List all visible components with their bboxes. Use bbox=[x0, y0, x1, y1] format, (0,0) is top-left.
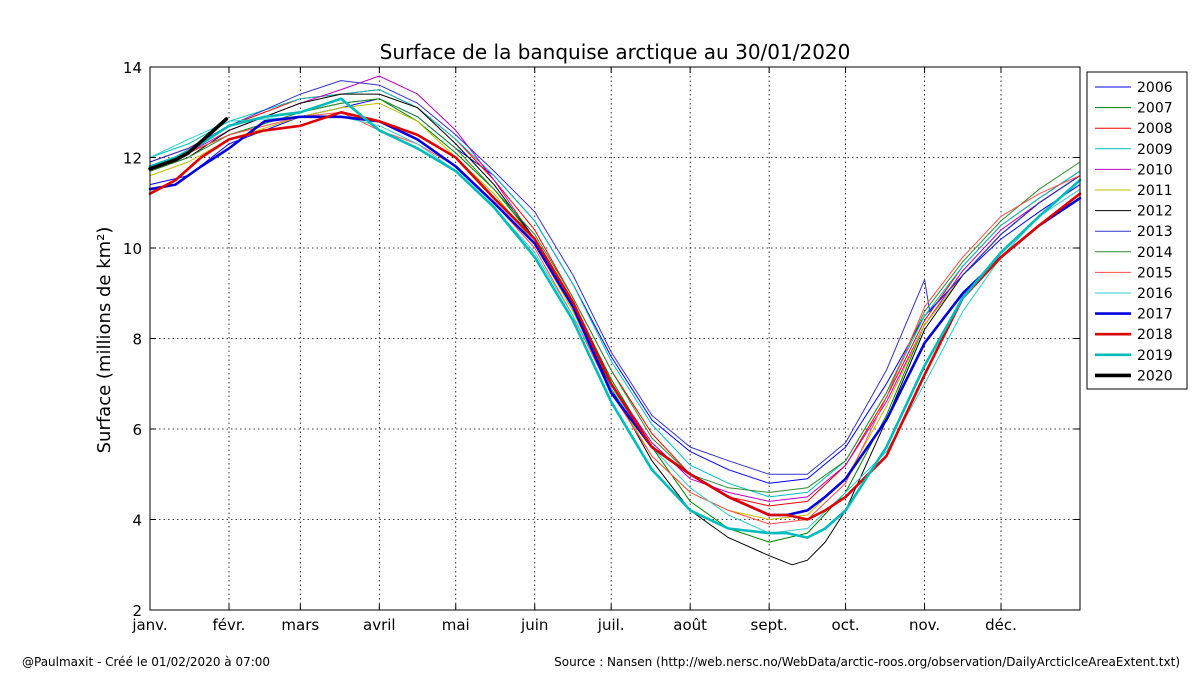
y-axis-label: Surface (millions de km²) bbox=[94, 227, 115, 454]
series-line-2012 bbox=[149, 93, 1081, 566]
legend-label-2006: 2006 bbox=[1137, 80, 1173, 96]
series-line-2014 bbox=[149, 98, 1081, 493]
y-tick-label: 2 bbox=[132, 602, 142, 620]
legend-label-2018: 2018 bbox=[1137, 327, 1173, 343]
legend-label-2007: 2007 bbox=[1137, 101, 1173, 117]
y-tick-label: 14 bbox=[123, 59, 142, 77]
series-line-2010 bbox=[149, 75, 1081, 502]
x-tick-label: mai bbox=[442, 616, 470, 634]
x-tick-label: déc. bbox=[985, 616, 1017, 634]
source-text: Source : Nansen (http://web.nersc.no/Web… bbox=[554, 655, 1180, 669]
axis-ticks: 2 4 6 8 10 12 14 janv. févr. mars avril mai juin juil… bbox=[123, 59, 1080, 634]
series-line-2016 bbox=[149, 116, 1081, 534]
series-line-2013 bbox=[149, 80, 1081, 475]
x-tick-label: nov. bbox=[909, 616, 940, 634]
legend-label-2009: 2009 bbox=[1137, 142, 1173, 158]
plot-series bbox=[148, 75, 1082, 566]
x-tick-label: août bbox=[673, 616, 707, 634]
legend-label-2008: 2008 bbox=[1137, 121, 1173, 137]
legend-label-2019: 2019 bbox=[1137, 348, 1173, 364]
legend-label-2013: 2013 bbox=[1137, 224, 1173, 240]
series-line-2015 bbox=[149, 111, 1081, 525]
series-line-2017 bbox=[148, 115, 1082, 517]
series-line-2008 bbox=[149, 89, 1081, 507]
series-line-2009 bbox=[149, 89, 1081, 498]
x-tick-label: janv. bbox=[131, 616, 167, 634]
y-tick-label: 6 bbox=[132, 421, 142, 439]
legend-box bbox=[1086, 71, 1188, 390]
legend-label-2015: 2015 bbox=[1137, 265, 1173, 281]
x-tick-label: oct. bbox=[832, 616, 860, 634]
legend-label-2017: 2017 bbox=[1137, 307, 1173, 323]
x-tick-label: avril bbox=[363, 616, 396, 634]
x-tick-label: juin bbox=[520, 616, 548, 634]
y-tick-label: 4 bbox=[132, 512, 142, 530]
y-tick-label: 10 bbox=[123, 240, 142, 258]
legend-label-2011: 2011 bbox=[1137, 183, 1173, 199]
x-tick-label: juil. bbox=[597, 616, 625, 634]
series-line-2018 bbox=[148, 111, 1082, 521]
x-tick-label: sept. bbox=[751, 616, 788, 634]
credit-text: @Paulmaxit - Créé le 01/02/2020 à 07:00 bbox=[22, 655, 271, 669]
series-line-2011 bbox=[149, 102, 1081, 520]
y-tick-label: 8 bbox=[132, 331, 142, 349]
series-line-2019 bbox=[148, 97, 1082, 539]
legend-label-2010: 2010 bbox=[1137, 162, 1173, 178]
x-tick-label: févr. bbox=[213, 616, 246, 634]
legend-label-2014: 2014 bbox=[1137, 245, 1173, 261]
legend-label-2020: 2020 bbox=[1137, 368, 1173, 384]
legend-label-2016: 2016 bbox=[1137, 286, 1173, 302]
y-tick-label: 12 bbox=[123, 150, 142, 168]
series-line-2020 bbox=[148, 117, 229, 171]
legend: 2006 2007 2008 2009 2010 2011 2012 2013 2014 2015… bbox=[1086, 71, 1188, 390]
chart-title: Surface de la banquise arctique au 30/01… bbox=[380, 40, 851, 64]
legend-label-2012: 2012 bbox=[1137, 204, 1173, 220]
x-tick-label: mars bbox=[281, 616, 319, 634]
